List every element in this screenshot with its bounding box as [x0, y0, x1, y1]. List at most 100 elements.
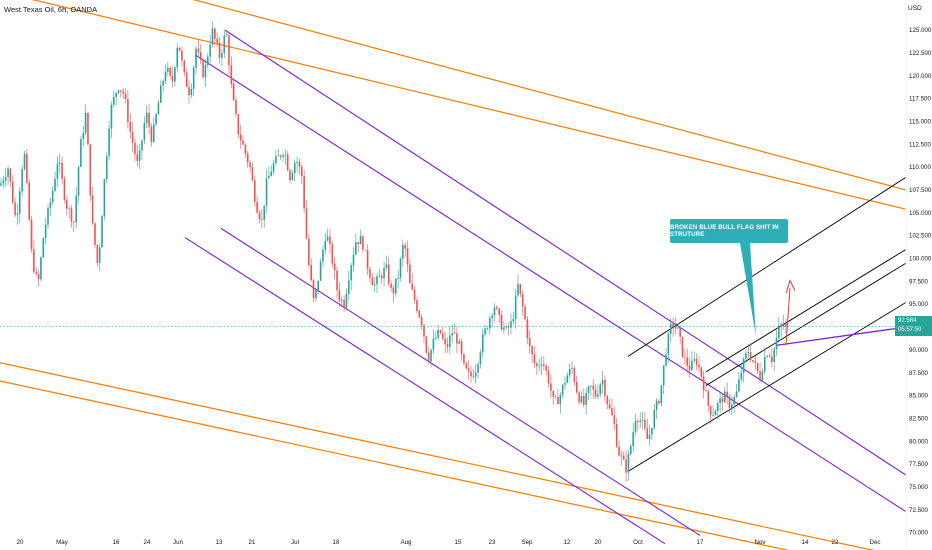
- candle-body: [42, 238, 45, 258]
- candle-body: [195, 48, 197, 68]
- candle-body: [749, 352, 752, 361]
- candle-body: [785, 324, 787, 327]
- candle-body: [331, 244, 334, 264]
- candle-body: [470, 371, 472, 377]
- candle-body: [754, 361, 757, 364]
- candle-body: [11, 181, 14, 203]
- candle-body: [474, 372, 477, 377]
- candle-body: [479, 352, 482, 365]
- candle-body: [512, 319, 515, 322]
- candle-body: [578, 392, 580, 403]
- candle-body: [171, 75, 174, 82]
- candle-body: [458, 341, 461, 344]
- candle-body: [651, 427, 653, 435]
- candle-body: [500, 314, 503, 330]
- time-tick-label: Aug: [400, 539, 412, 546]
- candle-body: [456, 333, 458, 344]
- candle-body: [771, 356, 773, 363]
- arrow-shaft: [785, 287, 791, 346]
- candle-body: [630, 446, 632, 454]
- candle-body: [728, 396, 731, 408]
- candle-body: [392, 287, 395, 294]
- candle-body: [143, 123, 146, 141]
- candle-body: [310, 265, 312, 280]
- candle-body: [254, 180, 256, 202]
- candle-body: [418, 310, 421, 318]
- candle-body: [763, 357, 766, 372]
- candle-body: [554, 396, 557, 398]
- candle-body: [82, 132, 85, 140]
- candle-body: [517, 284, 519, 296]
- candle-body: [63, 178, 66, 201]
- candle-body: [719, 398, 721, 404]
- time-tick-label: 22: [832, 539, 839, 546]
- time-tick-label: Jul: [291, 539, 299, 546]
- candle-body: [498, 308, 500, 315]
- candle-body: [366, 249, 369, 269]
- candle-body: [761, 371, 764, 381]
- black-channel-line: [627, 176, 907, 357]
- annotation-callout[interactable]: BROKEN BLUE BULL FLAG SHIT IN STRUTURE: [670, 219, 788, 243]
- candle-body: [2, 180, 5, 184]
- candle-body: [70, 208, 73, 222]
- price-tick-label: 95.000: [909, 301, 928, 308]
- candle-body: [284, 154, 287, 156]
- purple-channel-line: [220, 227, 701, 536]
- candle-body: [246, 153, 249, 163]
- time-tick-label: 21: [249, 539, 256, 546]
- candle-body: [160, 85, 162, 103]
- candle-body: [110, 104, 113, 129]
- candle-body: [322, 249, 324, 262]
- candle-body: [399, 258, 402, 278]
- candle-body: [533, 354, 536, 364]
- time-tick-label: 18: [333, 539, 340, 546]
- candle-body: [169, 67, 171, 76]
- candle-body: [199, 52, 202, 60]
- candle-body: [336, 270, 338, 291]
- candle-body: [272, 163, 275, 172]
- candle-body: [9, 168, 12, 182]
- purple-channel-line: [224, 29, 907, 476]
- candle-body: [655, 400, 658, 411]
- candle-body: [731, 404, 733, 408]
- candle-body: [214, 28, 216, 39]
- candle-body: [209, 44, 211, 57]
- candle-body: [451, 333, 453, 336]
- candle-body: [96, 244, 99, 263]
- candle-body: [477, 364, 479, 373]
- candle-body: [84, 113, 87, 133]
- candle-body: [550, 383, 552, 391]
- time-tick-label: Oct: [633, 539, 643, 546]
- purple-channel-line: [194, 54, 907, 513]
- price-tick-label: 115.000: [909, 118, 931, 125]
- candle-body: [594, 389, 597, 397]
- candle-body: [183, 60, 186, 73]
- candle-body: [324, 240, 327, 250]
- candle-body: [249, 162, 251, 168]
- candle-body: [178, 47, 181, 51]
- candle-body: [705, 390, 707, 392]
- candle-body: [207, 56, 209, 66]
- candle-body: [73, 221, 75, 223]
- candle-body: [275, 156, 277, 164]
- purple-breakout-line: [775, 326, 907, 347]
- candle-body: [406, 248, 409, 265]
- candle-body: [223, 35, 226, 53]
- price-tick-label: 120.000: [909, 73, 932, 80]
- candle-body: [33, 249, 35, 272]
- candle-body: [101, 216, 103, 248]
- candle-body: [131, 131, 134, 143]
- candle-body: [16, 213, 19, 216]
- candle-body: [26, 153, 28, 183]
- time-tick-label: 12: [564, 539, 571, 546]
- candle-body: [575, 382, 578, 393]
- candle-body: [613, 415, 616, 425]
- candle-body: [397, 277, 399, 279]
- candle-body: [778, 326, 780, 338]
- candle-body: [329, 236, 331, 245]
- orange-lower-trendline: [0, 380, 790, 550]
- candle-body: [218, 42, 221, 58]
- candle-body: [427, 352, 430, 362]
- candle-body: [270, 171, 273, 176]
